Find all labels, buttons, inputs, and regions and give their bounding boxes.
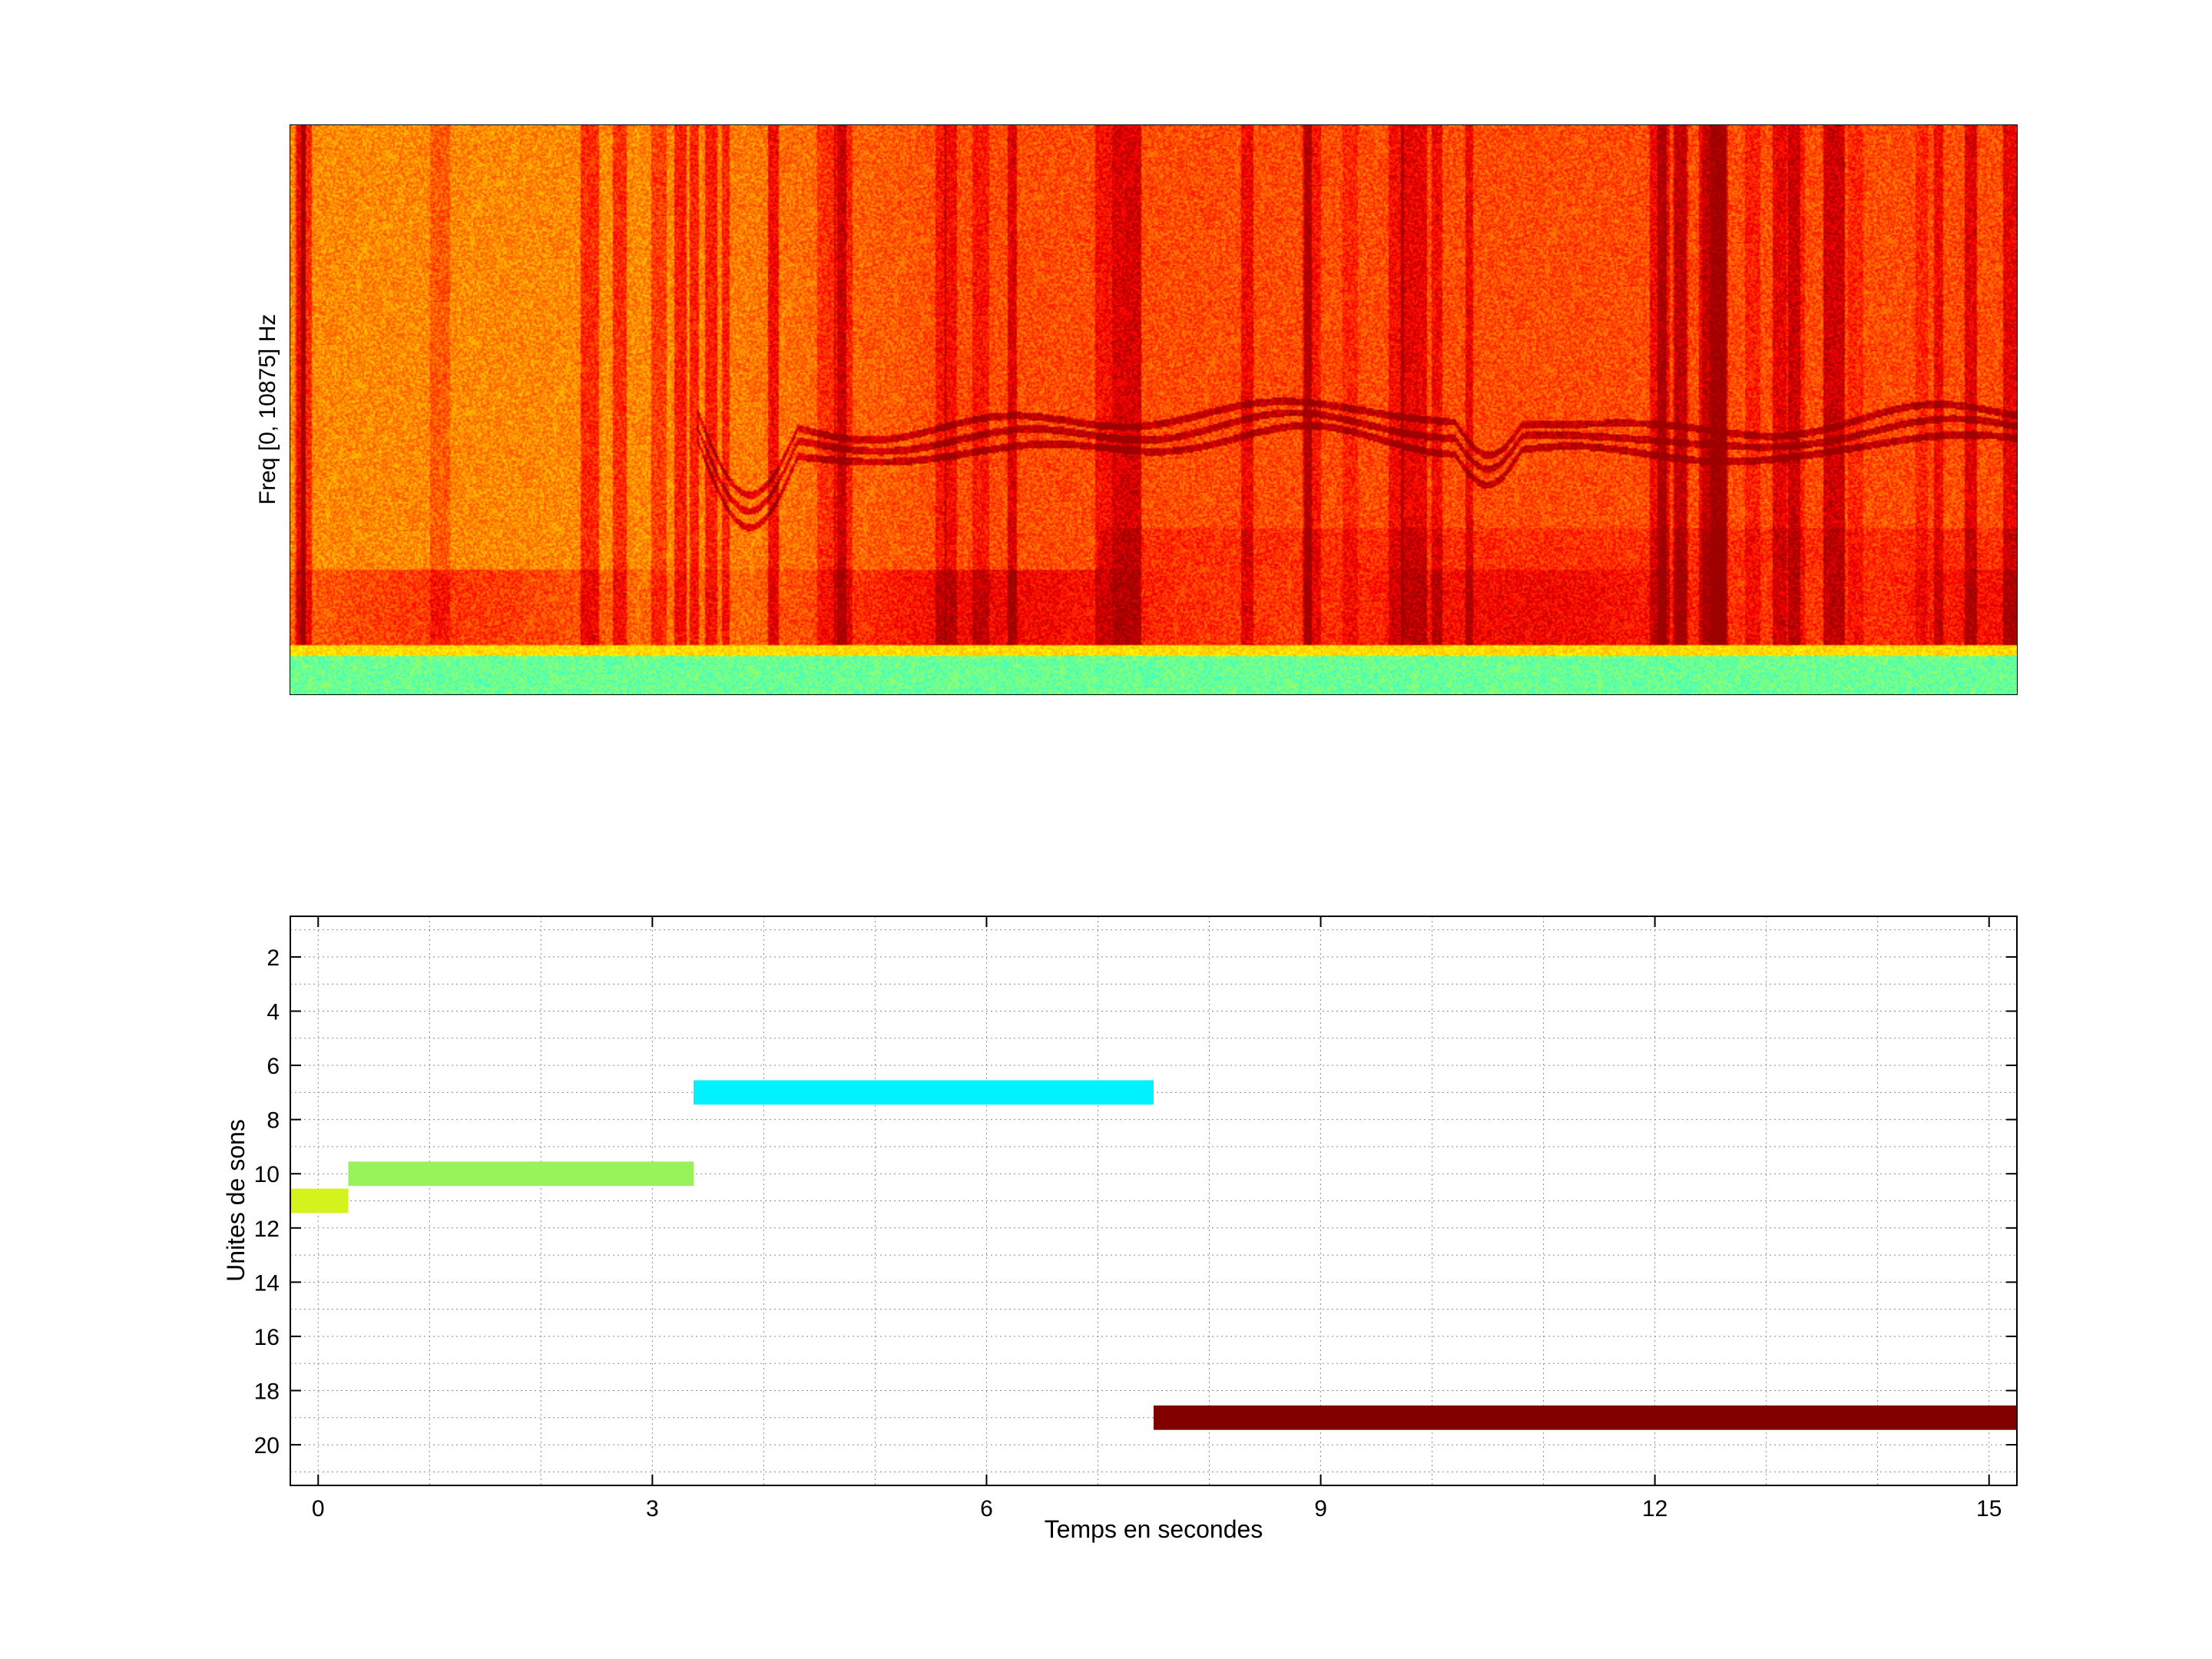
segments-y-tick-label: 8 bbox=[267, 1108, 280, 1134]
segments-y-tick-label: 14 bbox=[254, 1270, 280, 1296]
segments-axes: 0 3 6 9 12 15 2 4 6 8 10 12 14 16 18 20 Temps en secon… bbox=[222, 916, 2018, 1543]
segment-bar-unit-19 bbox=[1154, 1405, 2017, 1430]
segments-x-tick-label: 6 bbox=[980, 1496, 993, 1522]
segment-bar-unit-11 bbox=[290, 1188, 349, 1214]
spectrogram-y-axis-label: Freq [0, 10875] Hz bbox=[255, 314, 280, 505]
segments-frame bbox=[290, 916, 2018, 1486]
segments-x-tick-label: 15 bbox=[1976, 1496, 2002, 1522]
segments-x-tick-label: 0 bbox=[312, 1496, 325, 1522]
segments-bars bbox=[290, 1080, 2017, 1430]
segments-y-tick-label: 20 bbox=[254, 1433, 280, 1459]
segments-y-tick-label: 18 bbox=[254, 1379, 280, 1405]
segments-x-tick-labels: 0 3 6 9 12 15 bbox=[312, 1496, 2002, 1522]
segments-x-tick-label: 9 bbox=[1314, 1496, 1327, 1522]
segments-grid bbox=[290, 916, 2017, 1485]
segment-bar-unit-7 bbox=[694, 1080, 1154, 1105]
segments-y-tick-label: 4 bbox=[267, 1000, 280, 1025]
segments-ticks bbox=[290, 916, 2017, 1485]
spectrogram-canvas bbox=[290, 125, 2017, 694]
segments-y-tick-label: 12 bbox=[254, 1217, 280, 1242]
segments-y-tick-label: 2 bbox=[267, 945, 280, 971]
segments-x-axis-label: Temps en secondes bbox=[1045, 1515, 1263, 1543]
spectrogram-image bbox=[290, 125, 2017, 694]
segments-y-tick-label: 10 bbox=[254, 1162, 280, 1187]
segments-y-axis-label: Unites de sons bbox=[222, 1119, 250, 1282]
segments-x-tick-label: 3 bbox=[646, 1496, 659, 1522]
segments-y-tick-label: 6 bbox=[267, 1054, 280, 1079]
segment-bar-unit-10 bbox=[348, 1161, 694, 1187]
segments-x-tick-label: 12 bbox=[1642, 1496, 1667, 1522]
segments-y-tick-label: 16 bbox=[254, 1325, 280, 1350]
segments-y-tick-labels: 2 4 6 8 10 12 14 16 18 20 bbox=[254, 945, 280, 1459]
